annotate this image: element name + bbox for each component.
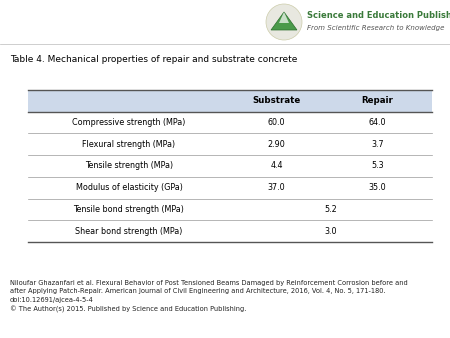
Bar — [28, 90, 432, 112]
Text: From Scientific Research to Knowledge: From Scientific Research to Knowledge — [307, 25, 445, 31]
Text: 64.0: 64.0 — [369, 118, 386, 127]
Text: 35.0: 35.0 — [369, 183, 386, 192]
Polygon shape — [271, 12, 297, 30]
Text: Science and Education Publishing: Science and Education Publishing — [307, 11, 450, 21]
Polygon shape — [279, 12, 289, 23]
Text: 5.2: 5.2 — [324, 205, 338, 214]
Text: Shear bond strength (MPa): Shear bond strength (MPa) — [75, 227, 183, 236]
Text: 4.4: 4.4 — [270, 162, 283, 170]
Text: Tensile bond strength (MPa): Tensile bond strength (MPa) — [73, 205, 184, 214]
Text: Table 4. Mechanical properties of repair and substrate concrete: Table 4. Mechanical properties of repair… — [10, 55, 297, 64]
Text: 3.0: 3.0 — [325, 227, 337, 236]
Text: Tensile strength (MPa): Tensile strength (MPa) — [85, 162, 173, 170]
Circle shape — [266, 4, 302, 40]
Text: Substrate: Substrate — [252, 96, 301, 105]
Text: Repair: Repair — [361, 96, 393, 105]
Text: Modulus of elasticity (GPa): Modulus of elasticity (GPa) — [76, 183, 182, 192]
Text: 2.90: 2.90 — [268, 140, 285, 149]
Text: 60.0: 60.0 — [268, 118, 285, 127]
Text: Niloufar Ghazanfari et al. Flexural Behavior of Post Tensioned Beams Damaged by : Niloufar Ghazanfari et al. Flexural Beha… — [10, 280, 408, 313]
Text: 5.3: 5.3 — [371, 162, 384, 170]
Text: 37.0: 37.0 — [268, 183, 285, 192]
Text: Flexural strength (MPa): Flexural strength (MPa) — [82, 140, 176, 149]
Text: 3.7: 3.7 — [371, 140, 384, 149]
Text: Compressive strength (MPa): Compressive strength (MPa) — [72, 118, 186, 127]
